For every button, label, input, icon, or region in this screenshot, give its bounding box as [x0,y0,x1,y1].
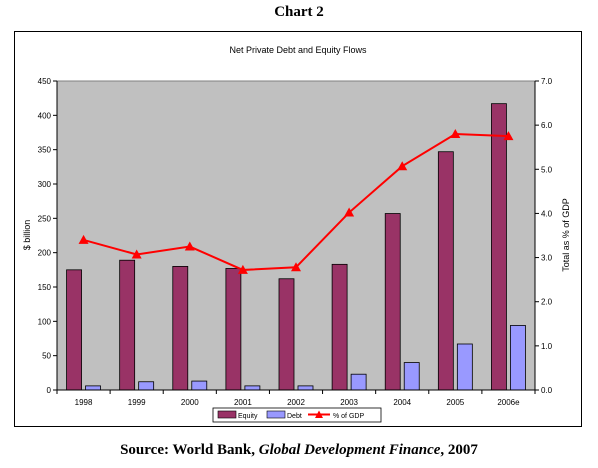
legend-gdp-marker [315,410,323,418]
equity-bar [119,259,136,391]
gdp-point-marker [344,207,355,217]
y-tick-label: 350 [38,146,52,155]
source-prefix: Source: World Bank, [120,442,259,458]
y2-tick-label: 4.0 [541,209,553,218]
x-tick-label: 1998 [75,398,93,407]
gdp-line-group [78,128,514,274]
source-suffix: , 2007 [440,442,478,458]
x-tick-label: 2000 [181,398,199,407]
equity-bar [172,265,189,391]
source-line: Source: World Bank, Global Development F… [0,442,598,459]
gdp-point-marker [503,131,514,141]
x-tick-label: 2005 [446,398,464,407]
y-tick-label: 100 [38,317,52,326]
y2-tick-label: 3.0 [541,254,553,263]
gdp-point-marker [184,241,195,251]
equity-bar [278,278,295,391]
axes-group: 0 50 100 150 200 250 300 350 400 450 0.0 1.0 2.0 3.0 4… [38,77,553,407]
debt-bar [510,325,526,391]
y2-tick-label: 5.0 [541,165,553,174]
y-tick-label: 300 [38,180,52,189]
legend-box [212,407,382,423]
equity-bar [384,213,401,391]
gdp-point-marker [450,128,461,138]
page-heading: Chart 2 [274,4,324,20]
chart-frame: Net Private Debt and Equity Flows 0 50 100… [14,31,582,427]
legend-equity-label: Equity [238,413,258,420]
y-tick-label: 250 [38,214,52,223]
gdp-point-marker [397,161,408,171]
gdp-point-marker [78,234,89,244]
debt-bar [456,343,473,391]
debt-bar [403,362,420,391]
x-tick-label: 2002 [287,398,305,407]
legend-debt-swatch [266,410,286,419]
debt-bar [138,381,155,391]
chart-svg: Net Private Debt and Equity Flows 0 50 100… [22,45,571,423]
gdp-point-marker [237,264,248,274]
equity-bar [66,269,82,391]
debt-bar [350,373,367,391]
legend-debt-label: Debt [287,413,302,420]
debt-bar [297,385,314,391]
x-tick-label: 1999 [128,398,146,407]
y2-tick-label: 6.0 [541,121,553,130]
bars-group [66,103,526,391]
y-tick-label: 400 [38,111,52,120]
y2-tick-label: 2.0 [541,298,553,307]
debt-bar [85,385,101,391]
y2-tick-label: 1.0 [541,342,553,351]
legend-equity-swatch [217,410,237,419]
gdp-point-marker [131,249,142,259]
y-tick-label: 450 [38,77,52,86]
x-tick-label: 2006e [497,398,520,407]
y-tick-label: 200 [38,249,52,258]
debt-bar [191,380,208,391]
y-tick-label: 50 [42,352,51,361]
y2-tick-label: 0.0 [541,386,553,395]
legend-gdp-label: % of GDP [333,413,364,420]
source-title: Global Development Finance [258,442,441,458]
x-tick-label: 2001 [234,398,252,407]
legend: Equity Debt % of GDP [212,407,382,423]
y-axis-label: $ billion [22,220,32,251]
y2-tick-label: 7.0 [541,77,553,86]
equity-bar [225,268,242,391]
x-tick-label: 2003 [340,398,358,407]
x-tick-label: 2004 [393,398,411,407]
chart-title: Net Private Debt and Equity Flows [229,45,367,55]
y-tick-label: 150 [38,283,52,292]
equity-bar [491,103,507,391]
equity-bar [331,263,348,391]
gdp-point-marker [291,262,301,272]
y-tick-label: 0 [47,386,52,395]
debt-bar [244,385,261,391]
y2-axis-label: Total as % of GDP [561,198,571,272]
equity-bar [437,151,454,391]
